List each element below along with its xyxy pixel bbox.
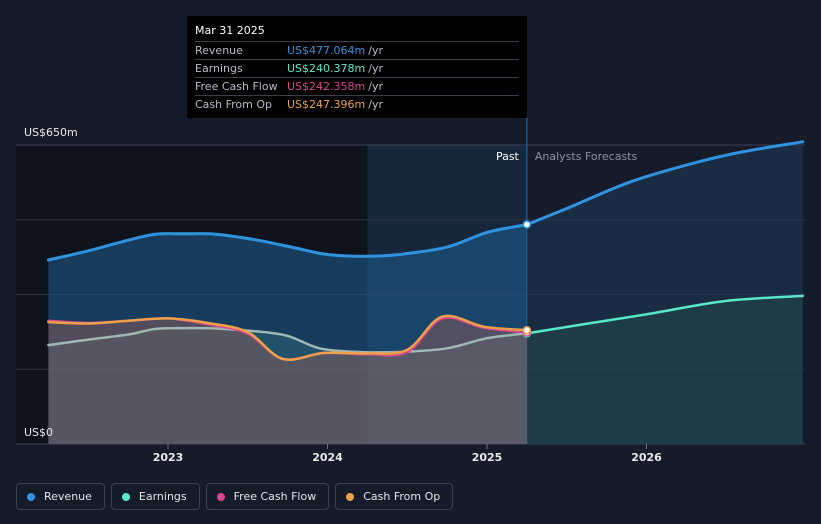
line-revenue (46, 223, 529, 262)
forecast-line-earnings (525, 294, 805, 335)
tooltip-value: US$247.396m (287, 98, 366, 111)
earnings-dot-icon (121, 492, 130, 501)
cash-from-op-dot-icon (346, 492, 355, 501)
hover-tooltip: Mar 31 2025 Revenue US$477.064m /yr Earn… (187, 16, 527, 118)
area-revenue (48, 224, 527, 444)
forecast-area-revenue (526, 141, 803, 445)
tooltip-row-free-cash-flow: Free Cash Flow US$242.358m /yr (195, 77, 519, 95)
line-cash-from-op (47, 314, 529, 361)
y-label-top: US$650m (24, 126, 78, 139)
tooltip-unit: /yr (368, 44, 383, 57)
tooltip-label: Cash From Op (195, 98, 273, 111)
tooltip-row-revenue: Revenue US$477.064m /yr (195, 41, 519, 59)
x-tick-label: 2025 (472, 451, 503, 464)
free-cash-flow-dot-icon (216, 492, 225, 501)
tooltip-value: US$477.064m (287, 44, 366, 57)
legend-label: Revenue (44, 490, 92, 503)
line-earnings (47, 326, 529, 354)
x-tick-label: 2023 (153, 451, 184, 464)
tooltip-label: Earnings (195, 62, 243, 75)
tooltip-row-earnings: Earnings US$240.378m /yr (195, 59, 519, 77)
area-free-cash-flow (48, 317, 527, 444)
revenue-dot-icon (27, 492, 35, 501)
legend-item-free-cash-flow[interactable]: Free Cash Flow (205, 483, 330, 510)
tooltip-value: US$242.358m (287, 80, 366, 93)
x-tick-label: 2026 (631, 451, 662, 464)
tooltip-row-cash-from-op: Cash From Op US$247.396m /yr (195, 95, 519, 113)
marker-revenue (522, 220, 532, 229)
forecast-line-revenue (525, 140, 805, 227)
tooltip-unit: /yr (368, 98, 383, 111)
tooltip-value: US$240.378m (287, 62, 366, 75)
x-tick-label: 2024 (312, 451, 343, 464)
tooltip-label: Revenue (195, 44, 243, 57)
tooltip-unit: /yr (368, 62, 383, 75)
tooltip-label: Free Cash Flow (195, 80, 278, 93)
legend-label: Free Cash Flow (233, 490, 317, 503)
marker-cash-from-op (522, 325, 532, 335)
forecast-label: Analysts Forecasts (535, 150, 638, 163)
forecast-area-earnings (526, 295, 803, 444)
legend-label: Earnings (138, 490, 187, 503)
past-label: Past (496, 150, 520, 163)
area-earnings (48, 328, 527, 444)
area-cash-from-op (48, 315, 527, 444)
legend-item-revenue[interactable]: Revenue (16, 483, 105, 510)
legend-label: Cash From Op (363, 490, 441, 503)
tooltip-unit: /yr (368, 80, 383, 93)
legend-item-cash-from-op[interactable]: Cash From Op (335, 483, 454, 510)
y-label-bottom: US$0 (24, 426, 53, 439)
chart-legend: Revenue Earnings Free Cash Flow Cash Fro… (16, 483, 454, 510)
tooltip-date: Mar 31 2025 (195, 24, 265, 37)
legend-item-earnings[interactable]: Earnings (110, 483, 200, 510)
